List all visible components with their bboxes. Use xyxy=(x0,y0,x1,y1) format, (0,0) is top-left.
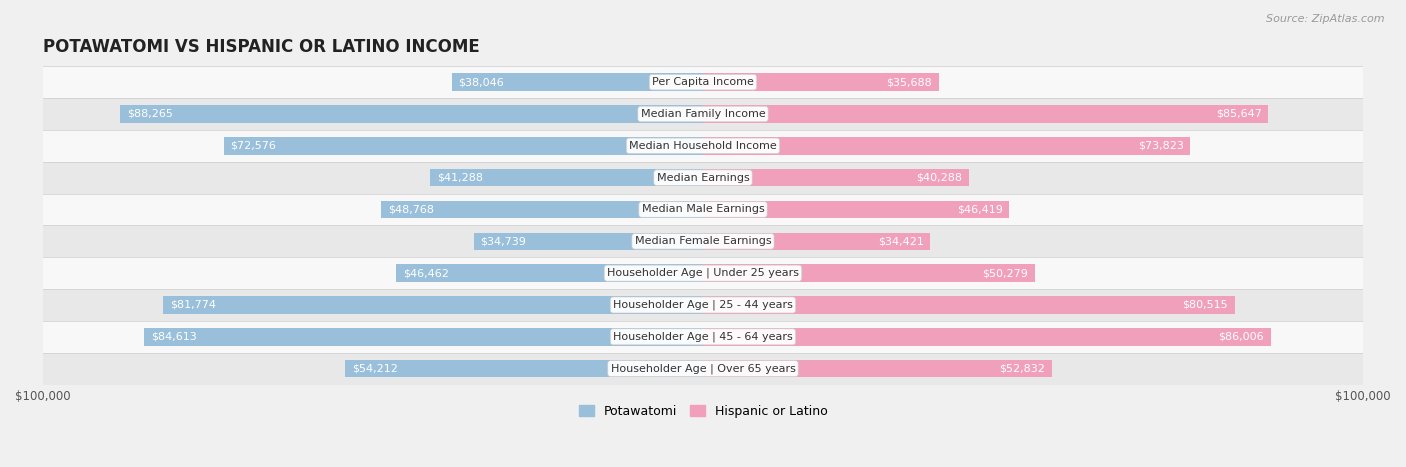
Legend: Potawatomi, Hispanic or Latino: Potawatomi, Hispanic or Latino xyxy=(574,400,832,423)
Bar xyxy=(344,360,703,377)
Bar xyxy=(703,264,1035,282)
Bar xyxy=(42,321,1364,353)
Text: $88,265: $88,265 xyxy=(127,109,173,119)
Bar xyxy=(703,137,1191,155)
Text: Median Female Earnings: Median Female Earnings xyxy=(634,236,772,246)
Text: $54,212: $54,212 xyxy=(352,364,398,374)
Bar xyxy=(42,257,1364,289)
Bar xyxy=(703,328,1271,346)
Text: Median Earnings: Median Earnings xyxy=(657,173,749,183)
Bar xyxy=(42,66,1364,98)
Text: Median Household Income: Median Household Income xyxy=(628,141,778,151)
Bar xyxy=(451,73,703,91)
Text: $40,288: $40,288 xyxy=(917,173,962,183)
Text: $84,613: $84,613 xyxy=(150,332,197,342)
Text: Per Capita Income: Per Capita Income xyxy=(652,77,754,87)
Bar xyxy=(224,137,703,155)
Text: Householder Age | Over 65 years: Householder Age | Over 65 years xyxy=(610,363,796,374)
Text: $73,823: $73,823 xyxy=(1137,141,1184,151)
Bar xyxy=(474,233,703,250)
Text: Source: ZipAtlas.com: Source: ZipAtlas.com xyxy=(1267,14,1385,24)
Text: $48,768: $48,768 xyxy=(388,205,433,214)
Bar xyxy=(396,264,703,282)
Text: $50,279: $50,279 xyxy=(983,268,1028,278)
Bar xyxy=(42,226,1364,257)
Text: $52,832: $52,832 xyxy=(1000,364,1045,374)
Text: $46,462: $46,462 xyxy=(404,268,449,278)
Text: Householder Age | 25 - 44 years: Householder Age | 25 - 44 years xyxy=(613,300,793,310)
Bar xyxy=(703,296,1234,314)
Text: $86,006: $86,006 xyxy=(1219,332,1264,342)
Bar xyxy=(430,169,703,186)
Text: Householder Age | Under 25 years: Householder Age | Under 25 years xyxy=(607,268,799,278)
Bar xyxy=(703,360,1052,377)
Bar xyxy=(42,193,1364,226)
Text: $72,576: $72,576 xyxy=(231,141,277,151)
Text: $34,739: $34,739 xyxy=(481,236,526,246)
Bar xyxy=(42,353,1364,384)
Text: $80,515: $80,515 xyxy=(1182,300,1227,310)
Bar xyxy=(703,233,931,250)
Text: $35,688: $35,688 xyxy=(886,77,932,87)
Text: Householder Age | 45 - 64 years: Householder Age | 45 - 64 years xyxy=(613,332,793,342)
Text: $85,647: $85,647 xyxy=(1216,109,1261,119)
Text: $46,419: $46,419 xyxy=(957,205,1002,214)
Bar xyxy=(42,130,1364,162)
Bar xyxy=(703,105,1268,123)
Bar xyxy=(145,328,703,346)
Text: POTAWATOMI VS HISPANIC OR LATINO INCOME: POTAWATOMI VS HISPANIC OR LATINO INCOME xyxy=(42,38,479,57)
Bar xyxy=(121,105,703,123)
Bar xyxy=(703,169,969,186)
Bar xyxy=(42,98,1364,130)
Bar xyxy=(42,289,1364,321)
Bar xyxy=(703,73,939,91)
Text: $34,421: $34,421 xyxy=(877,236,924,246)
Text: $38,046: $38,046 xyxy=(458,77,505,87)
Text: $41,288: $41,288 xyxy=(437,173,484,183)
Text: $81,774: $81,774 xyxy=(170,300,215,310)
Bar xyxy=(42,162,1364,193)
Bar xyxy=(381,201,703,218)
Bar xyxy=(163,296,703,314)
Text: Median Male Earnings: Median Male Earnings xyxy=(641,205,765,214)
Bar xyxy=(703,201,1010,218)
Text: Median Family Income: Median Family Income xyxy=(641,109,765,119)
